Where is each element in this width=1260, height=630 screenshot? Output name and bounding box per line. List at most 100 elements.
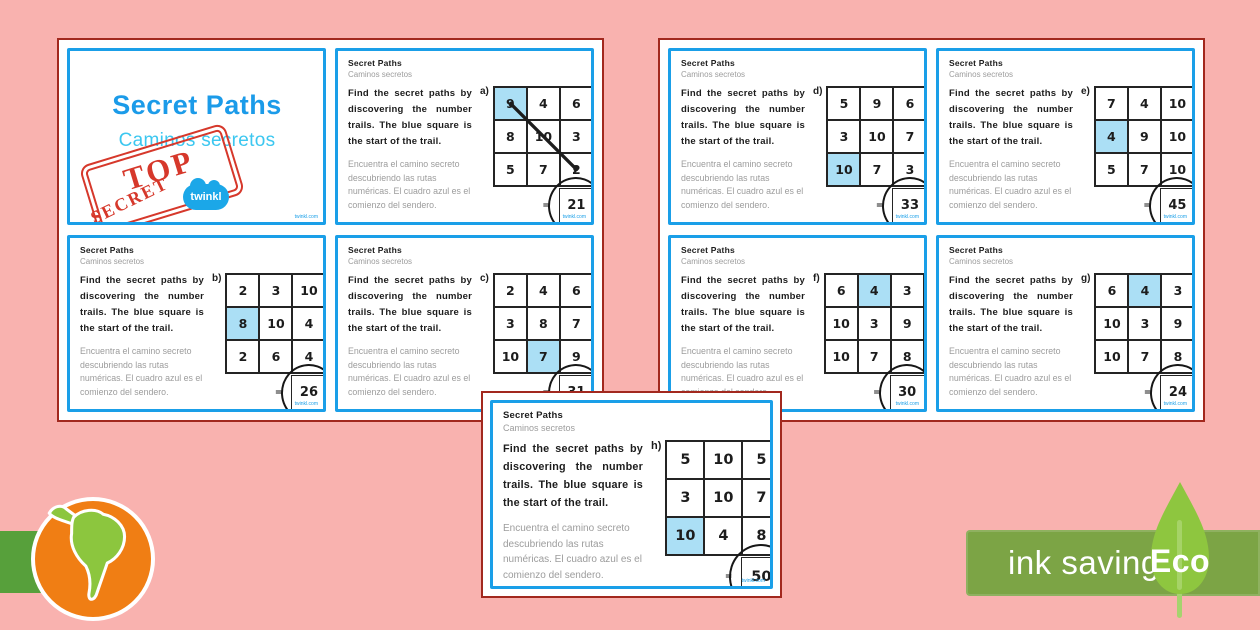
number-grid: 6 4 3 10 3 9 10 7 8 [1094,273,1192,374]
south-america-map-icon [47,504,127,601]
grid-cell: 9 [559,340,591,373]
answer-wrap: 24 [1147,361,1192,409]
card-subtitle: Caminos secretos [503,423,576,433]
equals-sign: = [274,387,283,398]
grid-cell: 8 [493,120,527,153]
grid-cell: 10 [824,307,858,340]
grid-cell: 8 [742,517,770,555]
equals-sign: = [724,572,733,582]
instructions-english: Find the secret paths by discovering the… [348,88,472,147]
grid-label: h) [651,440,662,452]
grid-cell: 6 [559,87,591,120]
grid-cell: 10 [526,120,560,153]
card-body: Find the secret paths by discovering the… [949,273,1192,409]
grid-cell: 7 [857,340,891,373]
eco-label: Eco [1149,543,1211,579]
card-body: Find the secret paths by discovering the… [348,273,591,409]
answer-wrap: 30 [877,361,924,409]
twinkl-logo: twinkl [183,178,229,210]
answer-row: = 45 [1094,174,1192,222]
answer-box: 45 [1159,188,1192,222]
card-body: Find the secret paths by discovering the… [80,273,323,409]
card-title: Secret Paths [949,245,1003,255]
instructions-spanish: Encuentra el camino secreto descubriendo… [949,346,1072,397]
grid-cell: 4 [526,87,560,120]
grid-cell: 7 [742,479,770,517]
grid-stack: 6 4 3 10 3 9 10 7 8 = 24 [1094,273,1192,409]
instructions-english: Find the secret paths by discovering the… [681,275,805,334]
grid-area: a) 9 4 6 8 10 3 5 7 2 = 21 [480,86,591,222]
card-title: Secret Paths [503,410,563,421]
resource-title-english: Secret Paths [112,90,282,120]
instructions-spanish: Encuentra el camino secreto descubriendo… [503,523,642,581]
grid-cell-start-blue: 4 [1094,120,1128,153]
grid-cell: 4 [292,307,323,340]
grid-cell-start-blue: 4 [1128,274,1162,307]
grid-cell: 3 [1161,274,1192,307]
number-grid: 2 4 6 3 8 7 10 7 9 [492,273,591,374]
card-title: Secret Paths [681,245,735,255]
instructions-spanish: Encuentra el camino secreto descubriendo… [681,159,804,210]
twinkl-watermark: twinkl.com [741,578,765,584]
card-subtitle: Caminos secretos [681,257,746,266]
card-subtitle: Caminos secretos [80,257,145,266]
answer-wrap: 50 [727,541,770,586]
instructions: Find the secret paths by discovering the… [348,273,472,409]
secret-path-card: Secret Paths Caminos secretos Find the s… [335,48,594,225]
instructions-english: Find the secret paths by discovering the… [949,275,1073,334]
number-grid: 5 10 5 3 10 7 10 4 8 [665,440,770,556]
twinkl-watermark: twinkl.com [1163,214,1187,220]
grid-cell: 3 [259,274,293,307]
grid-cell: 10 [704,441,743,479]
secret-path-card: Secret Paths Caminos secretos Find the s… [936,235,1195,412]
grid-area: h) 5 10 5 3 10 7 10 4 8 = 50 [651,440,770,586]
grid-stack: 5 10 5 3 10 7 10 4 8 = 50 [665,440,770,586]
instructions: Find the secret paths by discovering the… [681,86,805,222]
grid-cell: 10 [259,307,293,340]
twinkl-watermark: twinkl.com [1163,401,1187,407]
grid-stack: 5 9 6 3 10 7 10 7 3 = 33 [826,86,924,222]
secret-path-card: Secret Paths Caminos secretos Find the s… [335,235,594,412]
grid-label: e) [1081,86,1090,97]
answer-row: = 33 [826,174,924,222]
grid-cell: 10 [860,120,894,153]
grid-cell: 10 [1160,87,1192,120]
card-subtitle: Caminos secretos [348,257,413,266]
grid-area: g) 6 4 3 10 3 9 10 7 8 = 24 [1081,273,1192,409]
grid-area: d) 5 9 6 3 10 7 10 7 3 = 33 [813,86,924,222]
card-title: Secret Paths [949,58,1003,68]
instructions-english: Find the secret paths by discovering the… [503,443,643,509]
grid-cell: 3 [1128,307,1162,340]
number-grid: 6 4 3 10 3 9 10 7 8 [823,273,924,374]
grid-label: f) [813,273,820,284]
card-title: Secret Paths [681,58,735,68]
card-subtitle: Caminos secretos [949,70,1014,79]
card-title: Secret Paths [348,245,402,255]
answer-wrap: 26 [278,361,323,409]
answer-box: 50 [741,557,770,586]
grid-cell: 3 [493,307,527,340]
answer-box: 26 [291,375,323,409]
grid-cell: 9 [890,307,924,340]
answer-row: = 50 [665,541,770,586]
grid-cell: 7 [1094,87,1128,120]
grid-label: g) [1081,273,1091,284]
instructions-spanish: Encuentra el camino secreto descubriendo… [348,159,471,210]
grid-cell: 8 [1161,340,1192,373]
number-grid: 9 4 6 8 10 3 5 7 2 [492,86,591,187]
twinkl-watermark: twinkl.com [294,401,318,407]
grid-cell: 6 [1095,274,1129,307]
grid-label: b) [212,273,222,284]
grid-cell: 3 [890,274,924,307]
grid-cell: 7 [1127,153,1161,186]
twinkl-watermark: twinkl.com [562,214,586,220]
grid-cell: 5 [666,441,705,479]
ink-saving-label: ink saving [1008,544,1160,581]
answer-row: = 21 [493,174,591,222]
instructions: Find the secret paths by discovering the… [949,86,1073,222]
card-body: Find the secret paths by discovering the… [348,86,591,222]
card-body: Find the secret paths by discovering the… [503,440,770,586]
secret-path-card: Secret Paths Caminos secretos Find the s… [936,48,1195,225]
resource-title-spanish: Caminos secretos [118,130,276,151]
